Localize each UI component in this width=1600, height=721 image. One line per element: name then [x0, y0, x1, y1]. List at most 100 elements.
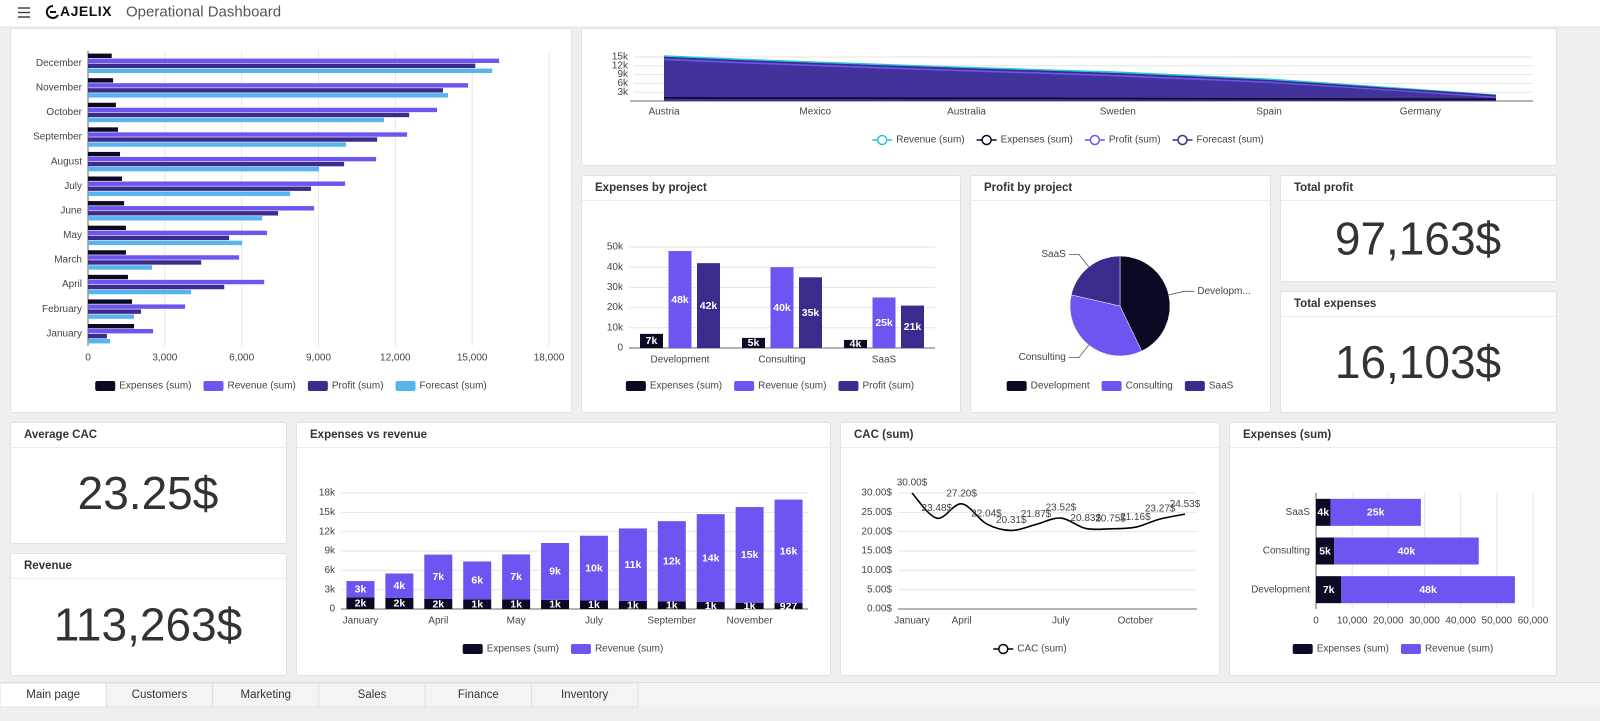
menu-button[interactable]: [18, 7, 30, 18]
legend-swatch: [395, 381, 416, 391]
category-label: August: [51, 156, 82, 167]
legend: Expenses (sum) Revenue (sum) Profit (sum) F…: [95, 381, 487, 392]
data-label: 1k: [588, 599, 600, 611]
legend-label: Expenses (sum): [650, 381, 722, 392]
panel: [1280, 291, 1557, 413]
bar: [88, 274, 128, 280]
data-label: 2k: [355, 597, 367, 609]
bar: [696, 601, 725, 609]
tab[interactable]: Customers: [105, 682, 214, 708]
tab-background[interactable]: [105, 682, 214, 708]
category-label: November: [36, 83, 83, 94]
data-label: 48k: [1419, 584, 1437, 596]
data-label: 7k: [1323, 584, 1335, 596]
tab-background[interactable]: [318, 682, 426, 708]
tab-label[interactable]: Sales: [358, 689, 387, 701]
tab-label[interactable]: Customers: [132, 689, 188, 701]
x-tick-label: 30,000: [1409, 616, 1440, 627]
legend-label: CAC (sum): [1017, 644, 1066, 655]
tab[interactable]: Main page: [0, 682, 107, 708]
bar: [735, 507, 764, 603]
panel: [1280, 175, 1557, 282]
tab-label[interactable]: Finance: [458, 689, 499, 701]
tab-background[interactable]: [212, 682, 320, 708]
bar: [88, 289, 191, 295]
bar: [88, 83, 469, 88]
bar: [88, 58, 500, 63]
bar: [463, 599, 492, 609]
data-label: 2k: [432, 598, 444, 610]
bar: [1330, 498, 1421, 526]
x-tick-label: 6,000: [229, 353, 254, 364]
bar: [88, 151, 121, 157]
data-label: 4k: [394, 580, 406, 592]
category-label: February: [42, 304, 82, 315]
data-label: 4k: [1317, 507, 1329, 519]
tab[interactable]: Marketing: [212, 682, 320, 708]
legend-swatch: [462, 644, 483, 654]
data-label: 1k: [744, 600, 756, 612]
bar: [88, 156, 377, 162]
panel-title: Profit by project: [984, 182, 1072, 194]
legend: Expenses (sum) Revenue (sum): [462, 644, 663, 655]
bar: [88, 284, 225, 290]
legend-swatch: [1400, 644, 1421, 654]
bar: [88, 225, 126, 231]
category-label: Consulting: [758, 355, 805, 366]
bar: [88, 181, 346, 186]
x-tick-label: 12,000: [380, 353, 411, 364]
x-tick-label: 50,000: [1482, 616, 1513, 627]
data-label: 1k: [510, 599, 522, 611]
data-label: 23.52$: [1046, 503, 1077, 514]
bar: [770, 267, 794, 348]
tab-label[interactable]: Marketing: [241, 689, 292, 701]
tab[interactable]: Sales: [318, 682, 426, 708]
category-label: June: [60, 205, 82, 216]
data-label: 23.48$: [922, 503, 953, 514]
legend-label: Revenue (sum): [227, 381, 295, 392]
data-label: 15k: [741, 549, 759, 561]
data-label: 10k: [585, 562, 603, 574]
line: [663, 58, 1497, 98]
tab-background[interactable]: [0, 682, 107, 708]
data-label: 1k: [471, 599, 483, 611]
data-label: 20.75$: [1095, 513, 1126, 524]
tab-label[interactable]: Main page: [26, 689, 80, 701]
category-label: July: [585, 616, 603, 627]
bar: [385, 597, 414, 609]
legend-swatch: [1006, 381, 1027, 391]
line: [663, 56, 1497, 97]
bar: [735, 602, 764, 609]
data-label: 3k: [355, 583, 367, 595]
data-label: 5k: [1319, 545, 1331, 557]
bar: [799, 277, 822, 348]
data-label: 5k: [748, 337, 760, 349]
tab-background[interactable]: [424, 682, 532, 708]
tab[interactable]: Finance: [424, 682, 532, 708]
data-label: 7k: [510, 571, 522, 583]
bar: [657, 601, 686, 609]
legend-label: Revenue (sum): [896, 135, 964, 146]
tab-background[interactable]: [531, 682, 639, 708]
bar: [88, 211, 279, 216]
data-label: 2k: [394, 598, 406, 610]
legend-swatch: [1292, 644, 1313, 654]
legend: Expenses (sum) Revenue (sum): [1292, 644, 1493, 655]
bar: [1316, 576, 1342, 604]
category-label: November: [727, 616, 774, 627]
y-tick-label: 50k: [607, 242, 624, 253]
kpi-value: 23.25$: [78, 467, 219, 519]
bar: [88, 186, 312, 191]
bar: [463, 561, 492, 600]
panel: [10, 422, 287, 544]
y-tick-label: 9k: [324, 546, 336, 557]
tab-label[interactable]: Inventory: [561, 689, 609, 701]
bar: [88, 102, 116, 108]
bar: [657, 521, 686, 602]
category-label: Development: [651, 355, 710, 366]
tab[interactable]: Inventory: [531, 682, 639, 708]
bar: [901, 305, 924, 348]
category-label: January: [894, 616, 930, 627]
y-tick-label: 20.00$: [861, 526, 892, 537]
y-tick-label: 30.00$: [861, 488, 892, 499]
